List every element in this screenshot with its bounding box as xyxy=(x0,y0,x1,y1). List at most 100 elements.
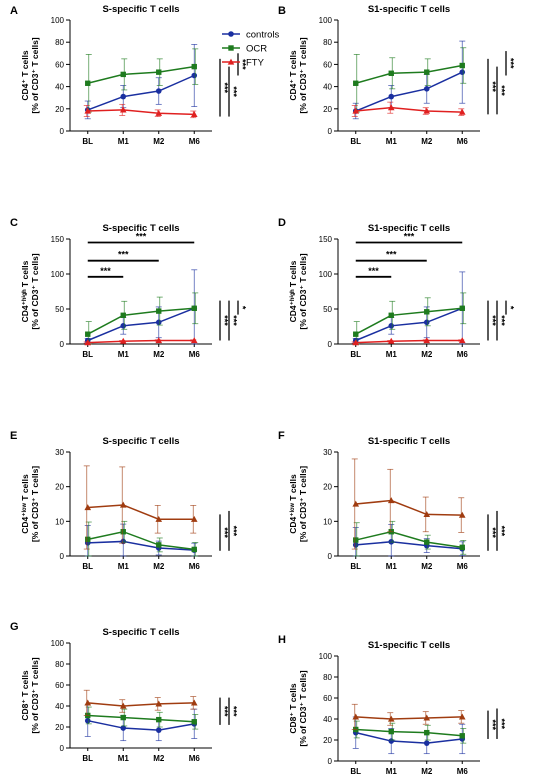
y-tick-label: 30 xyxy=(55,448,64,457)
x-tick-label: M1 xyxy=(118,350,130,359)
x-tick-label: M2 xyxy=(153,562,165,571)
significance-label: *** xyxy=(229,315,239,326)
y-label-line1: CD4⁺ˡᵒʷ T cells xyxy=(288,474,298,534)
y-tick-label: 150 xyxy=(319,235,333,244)
series-line xyxy=(355,339,463,344)
panel-D: D S1-specific T cells 0 50 100 150 BL M1 M2 M6 CD4… xyxy=(278,217,516,359)
x-tick-label: BL xyxy=(82,754,93,763)
panel-B: B S1-specific T cells 0 20 40 60 80 100 BL M1 M2 M6… xyxy=(278,4,516,146)
data-point xyxy=(120,71,126,78)
series-line xyxy=(87,530,195,551)
series-controls xyxy=(352,716,466,755)
data-point xyxy=(388,312,394,318)
significance-label: *** xyxy=(100,266,111,276)
y-tick-label: 20 xyxy=(323,736,332,745)
significance-label: *** xyxy=(488,81,498,92)
x-tick-label: M2 xyxy=(421,767,433,776)
data-point xyxy=(459,69,466,75)
y-tick-label: 40 xyxy=(55,83,64,92)
significance-label: *** xyxy=(404,232,415,242)
significance-label-group: *** xyxy=(229,526,239,537)
data-point xyxy=(424,539,430,545)
x-tick-label: BL xyxy=(350,137,361,146)
data-point xyxy=(423,740,430,746)
significance-label: *** xyxy=(488,315,498,326)
panel-title: S1-specific T cells xyxy=(368,436,450,447)
data-point xyxy=(119,106,127,113)
data-point xyxy=(84,717,91,724)
panel-letter: E xyxy=(10,430,17,442)
data-point xyxy=(423,511,431,517)
series-line xyxy=(87,540,195,551)
panel-letter: A xyxy=(10,5,18,17)
data-point xyxy=(156,716,162,723)
y-tick-label: 0 xyxy=(60,127,65,136)
data-point xyxy=(388,323,395,329)
y-tick-label: 100 xyxy=(319,270,333,279)
series-controls xyxy=(84,704,198,742)
panel-title: S1-specific T cells xyxy=(368,223,450,234)
series-FTY xyxy=(83,103,198,119)
data-point xyxy=(191,72,198,79)
significance-label: *** xyxy=(136,232,147,242)
x-tick-label: M1 xyxy=(386,767,398,776)
x-tick-label: M6 xyxy=(189,137,201,146)
significance-label-group: *** xyxy=(220,706,230,717)
data-point xyxy=(191,305,197,311)
significance-label: *** xyxy=(497,85,507,96)
series-line xyxy=(355,106,463,113)
data-point xyxy=(155,727,162,733)
y-tick-label: 0 xyxy=(328,552,333,561)
y-tick-label: 0 xyxy=(60,744,65,753)
significance-label: *** xyxy=(220,706,230,717)
data-point xyxy=(191,63,197,70)
x-tick-label: M2 xyxy=(421,350,433,359)
data-point xyxy=(84,339,92,346)
significance-label-group: *** xyxy=(220,527,230,538)
significance-label: *** xyxy=(229,526,239,537)
y-label-line1: CD4⁺ T cells xyxy=(20,50,30,101)
series-line xyxy=(355,731,463,744)
significance-label-group: *** xyxy=(488,315,498,326)
data-point xyxy=(352,713,360,720)
y-tick-label: 20 xyxy=(55,105,64,114)
data-point xyxy=(387,104,395,111)
y-tick-label: 20 xyxy=(323,105,332,114)
y-tick-label: 20 xyxy=(55,483,64,492)
panel-H: H S1-specific T cells 0 20 40 60 80 100 BL M1 M2 M6… xyxy=(278,634,507,776)
significance-label: *** xyxy=(220,315,230,326)
series-line xyxy=(87,65,195,84)
series-FTY xyxy=(83,337,198,346)
data-point xyxy=(190,699,198,706)
y-tick-label: 20 xyxy=(55,723,64,732)
data-point xyxy=(352,500,360,507)
significance-label-group: *** xyxy=(488,81,498,92)
series-controls xyxy=(84,44,198,120)
x-tick-label: M6 xyxy=(189,754,201,763)
panel-title: S1-specific T cells xyxy=(368,4,450,15)
x-tick-label: M6 xyxy=(457,767,469,776)
y-tick-label: 0 xyxy=(328,340,333,349)
significance-label-group: *** xyxy=(497,85,507,96)
data-point xyxy=(352,107,360,114)
data-point xyxy=(120,312,126,318)
series-line xyxy=(87,504,195,521)
y-label-line1: CD8⁺ T cells xyxy=(288,683,298,734)
data-point xyxy=(458,511,466,518)
panel-letter: D xyxy=(278,217,286,229)
data-point xyxy=(85,80,91,86)
x-tick-label: M2 xyxy=(153,350,165,359)
y-tick-label: 100 xyxy=(51,639,65,648)
data-point xyxy=(388,93,395,100)
series-line xyxy=(355,728,463,737)
panel-E: E S-specific T cells 0 10 20 30 BL M1 M2 M6 CD4⁺ˡᵒ… xyxy=(10,430,239,571)
legend-marker xyxy=(228,31,234,37)
data-point xyxy=(387,715,395,722)
significance-label-group: *** xyxy=(229,706,239,717)
y-label-line2: [% of CD3⁺ T cells] xyxy=(30,657,40,733)
data-point xyxy=(119,702,127,709)
y-label-line1: CD4⁺ʰⁱᵍʰ T cells xyxy=(288,260,298,322)
data-point xyxy=(423,714,431,721)
series-OCR xyxy=(85,520,199,557)
y-tick-label: 10 xyxy=(55,517,64,526)
